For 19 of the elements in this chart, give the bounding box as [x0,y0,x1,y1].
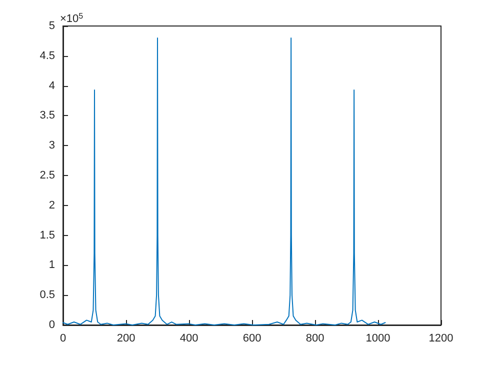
x-tick-label: 200 [116,332,136,344]
x-tick-label: 1000 [366,332,390,344]
x-tick-label: 400 [180,332,198,344]
line-series [62,37,386,326]
x-tick-label: 800 [306,332,324,344]
y-tick-label: 2 [48,199,55,212]
y-tick-label: 3 [48,140,55,152]
y-tick-label: 0 [48,319,55,331]
x-tick-label: 0 [60,332,66,344]
y-tick-label: 1 [48,259,55,272]
y-tick-label: 5 [48,20,55,32]
x-tick-label: 600 [242,332,262,344]
y-tick-label: 4.5 [40,50,55,62]
y-tick-label: 2.5 [40,170,55,182]
y-tick-label: 3.5 [40,110,55,122]
y-tick-label: 1.5 [40,229,55,242]
y-tick-label: 0.5 [40,289,55,302]
x-tick-label: 1200 [428,332,454,344]
y-tick-label: 4 [48,80,55,92]
